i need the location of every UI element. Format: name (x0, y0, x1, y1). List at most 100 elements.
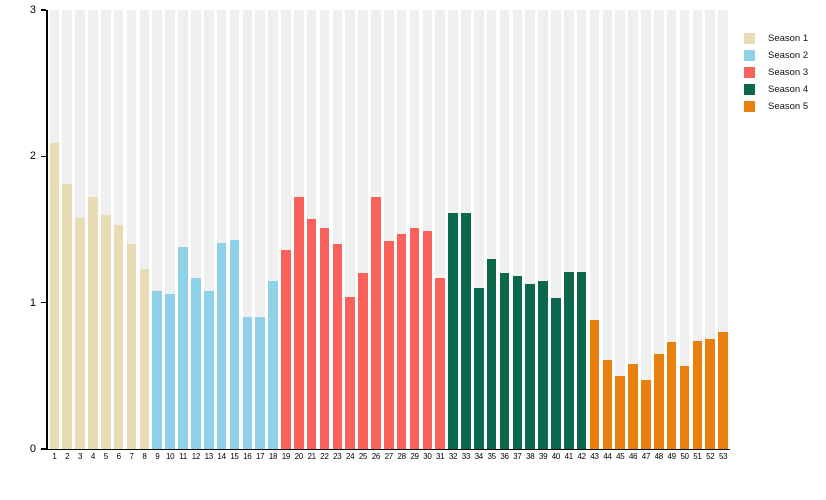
bar-episode-21 (306, 219, 317, 449)
bar-episode-23 (332, 244, 343, 449)
bar-episode-17 (255, 317, 265, 449)
bar-episode-9 (152, 290, 163, 449)
x-axis-label: 10 (165, 452, 175, 461)
grid-stripe (718, 10, 728, 449)
bar-episode-28 (396, 233, 407, 449)
bar-episode-30 (422, 230, 433, 449)
bar-episode-18 (268, 280, 278, 449)
grid-stripe (242, 10, 253, 449)
x-axis-label: 20 (294, 452, 304, 461)
x-axis-label: 2 (65, 452, 70, 461)
bar-episode-4 (88, 197, 98, 449)
x-axis-label: 27 (384, 452, 394, 461)
x-axis-label: 50 (680, 452, 689, 461)
x-axis-label: 48 (654, 452, 664, 461)
x-axis-label: 14 (217, 452, 226, 461)
bar-episode-35 (486, 258, 497, 449)
grid-stripe (422, 10, 433, 449)
x-axis-label: 28 (397, 452, 406, 461)
legend-item: Season 2 (744, 50, 808, 61)
legend-label: Season 2 (768, 50, 809, 61)
grid-stripe (152, 10, 163, 449)
bar-episode-13 (203, 290, 214, 449)
bar-episode-32 (448, 213, 458, 449)
grid-stripe (435, 10, 445, 449)
grid-stripe (191, 10, 201, 449)
legend-swatch (744, 67, 755, 78)
grid-stripe (396, 10, 407, 449)
bar-episode-8 (139, 269, 150, 449)
x-axis-label: 32 (448, 452, 458, 461)
grid-stripe (255, 10, 265, 449)
grid-stripe (281, 10, 291, 449)
x-axis-label: 4 (90, 452, 96, 461)
x-axis-label: 6 (116, 452, 121, 461)
bar-episode-42 (576, 271, 587, 449)
x-axis-label: 3 (78, 452, 83, 461)
grid-stripe (358, 10, 368, 449)
bar-episode-3 (75, 217, 85, 449)
grid-stripe (615, 10, 626, 449)
grid-stripe (705, 10, 716, 449)
x-axis-label: 26 (371, 452, 381, 461)
y-tick (41, 448, 46, 450)
bar-episode-41 (564, 271, 574, 449)
legend-label: Season 4 (768, 84, 809, 95)
x-axis-label: 44 (603, 452, 612, 461)
grid-stripe (139, 10, 150, 449)
bar-episode-40 (551, 298, 561, 449)
bar-episode-47 (641, 380, 651, 449)
bar-episode-46 (628, 364, 638, 449)
x-axis-label: 5 (103, 452, 108, 461)
grid-stripe (602, 10, 613, 449)
bar-episode-49 (666, 342, 677, 449)
x-axis-label: 52 (706, 452, 715, 461)
bar-episode-19 (281, 250, 291, 449)
grid-stripe (268, 10, 278, 449)
legend-item: Season 4 (744, 84, 808, 95)
y-axis-line (46, 10, 48, 450)
x-axis-label: 9 (155, 452, 160, 461)
grid-stripe (332, 10, 343, 449)
grid-stripe (345, 10, 355, 449)
bar-episode-16 (242, 317, 253, 449)
grid-stripe (499, 10, 510, 449)
legend-label: Season 1 (768, 33, 809, 44)
x-axis-label: 35 (487, 452, 496, 461)
bar-episode-38 (525, 283, 535, 449)
grid-stripe (178, 10, 188, 449)
x-axis-label: 15 (230, 452, 239, 461)
bar-episode-45 (615, 375, 626, 449)
x-axis-label: 24 (346, 452, 355, 461)
bar-episode-29 (409, 228, 420, 449)
x-axis-label: 49 (667, 452, 677, 461)
x-axis-label: 1 (52, 452, 57, 461)
grid-stripe (589, 10, 600, 449)
bar-episode-20 (293, 197, 304, 449)
x-axis-label: 43 (590, 452, 599, 461)
grid-stripe (654, 10, 664, 449)
x-axis-label: 42 (577, 452, 587, 461)
bar-episode-6 (113, 225, 124, 449)
legend: Season 1 Season 2 Season 3 Season 4 Season 5 (744, 33, 808, 118)
bar-episode-52 (705, 339, 716, 449)
grid-stripe (641, 10, 651, 449)
grid-stripe (538, 10, 548, 449)
bar-episode-48 (654, 353, 664, 449)
x-axis-line (46, 448, 730, 450)
grid-stripe (564, 10, 574, 449)
x-axis-label: 31 (436, 452, 445, 461)
grid-stripe (165, 10, 175, 449)
bar-episode-1 (49, 143, 60, 449)
x-axis-label: 51 (693, 452, 702, 461)
x-axis-label: 36 (500, 452, 509, 461)
grid-stripe (628, 10, 638, 449)
legend-item: Season 5 (744, 101, 808, 112)
y-axis-label: 0 (29, 443, 36, 455)
x-axis-label: 11 (179, 452, 187, 461)
x-axis-label: 39 (538, 452, 548, 461)
x-axis-label: 7 (129, 452, 134, 461)
bar-episode-25 (358, 273, 368, 449)
y-tick (41, 302, 46, 304)
